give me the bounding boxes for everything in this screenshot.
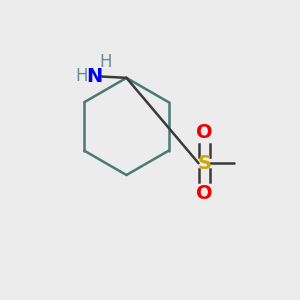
Text: O: O (196, 123, 213, 142)
Text: N: N (86, 67, 102, 86)
Text: H: H (75, 68, 88, 85)
Text: H: H (99, 53, 112, 71)
Text: O: O (196, 184, 213, 203)
Text: S: S (197, 154, 212, 173)
